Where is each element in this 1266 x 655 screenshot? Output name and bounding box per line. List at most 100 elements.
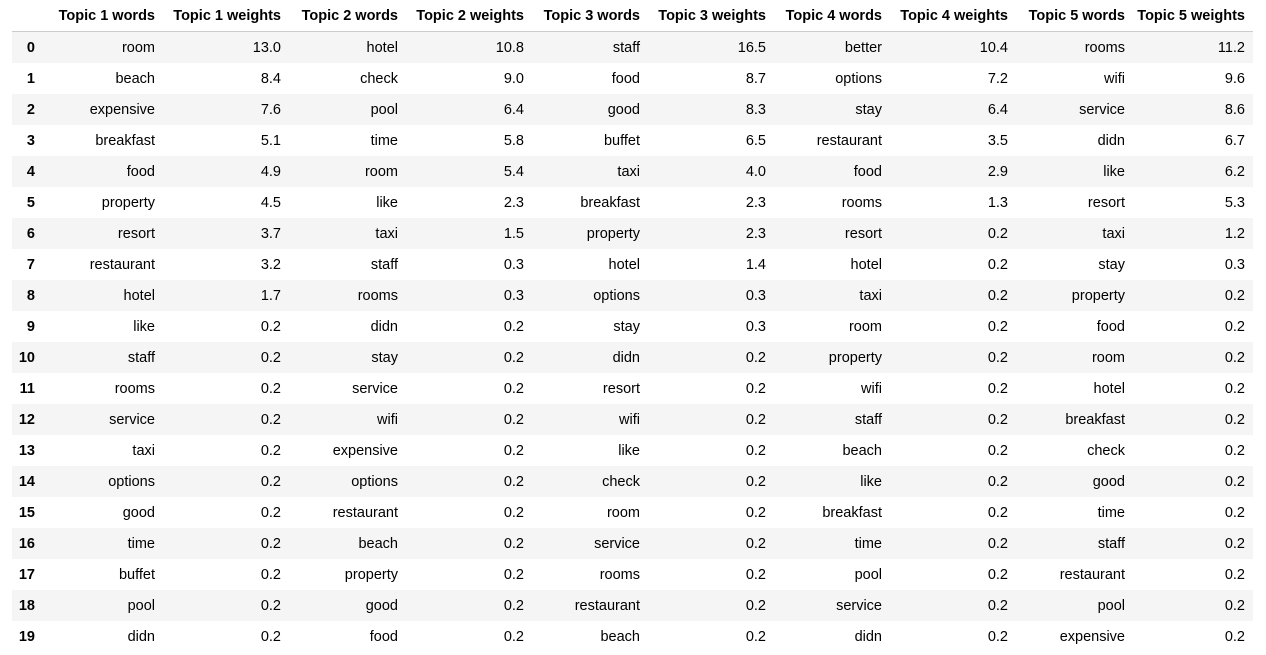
topic-weight-cell: 0.2 xyxy=(260,566,281,583)
topic-word-cell: taxi xyxy=(859,287,882,304)
row-index: 4 xyxy=(26,163,35,180)
topic-word-cell: staff xyxy=(854,411,882,428)
topic-weight-cell: 0.2 xyxy=(260,504,281,521)
topic-word-cell: good xyxy=(365,597,398,614)
column-header: Topic 4 words xyxy=(774,1,890,32)
topic-weight-cell: 4.9 xyxy=(260,163,281,180)
topic-weight-cell: 0.3 xyxy=(745,318,766,335)
row-index: 5 xyxy=(26,194,35,211)
topic-word-cell: pool xyxy=(370,101,398,118)
topic-word-cell: room xyxy=(848,318,882,335)
topic-word-cell: wifi xyxy=(377,411,398,428)
topic-weight-cell: 2.9 xyxy=(987,163,1008,180)
topic-word-cell: pool xyxy=(854,566,882,583)
topic-word-cell: hotel xyxy=(608,256,640,273)
topic-weight-cell: 0.2 xyxy=(260,473,281,490)
table-row: 8 hotel 1.7 rooms 0.3 options 0.3 taxi 0.2 proper… xyxy=(12,280,1253,311)
column-header: Topic 1 weights xyxy=(163,1,289,32)
topic-word-cell: buffet xyxy=(603,132,640,149)
table-row: 5 property 4.5 like 2.3 breakfast 2.3 rooms 1.3 r… xyxy=(12,187,1253,218)
topic-weight-cell: 5.3 xyxy=(1224,194,1245,211)
topic-word-cell: rooms xyxy=(357,287,398,304)
topic-weight-cell: 16.5 xyxy=(737,39,766,56)
topic-word-cell: like xyxy=(618,442,640,459)
topic-weight-cell: 0.2 xyxy=(745,442,766,459)
topic-weight-cell: 0.2 xyxy=(987,628,1008,645)
topic-word-cell: beach xyxy=(842,442,882,459)
topic-word-cell: like xyxy=(376,194,398,211)
topic-word-cell: hotel xyxy=(366,39,398,56)
topic-weight-cell: 0.2 xyxy=(987,225,1008,242)
table-row: 7 restaurant 3.2 staff 0.3 hotel 1.4 hotel 0.2 st… xyxy=(12,249,1253,280)
topic-word-cell: resort xyxy=(602,380,640,397)
table-row: 3 breakfast 5.1 time 5.8 buffet 6.5 restaurant 3… xyxy=(12,125,1253,156)
table-row: 2 expensive 7.6 pool 6.4 good 8.3 stay 6.4 servic… xyxy=(12,94,1253,125)
topic-weight-cell: 1.2 xyxy=(1224,225,1245,242)
column-header: Topic 3 words xyxy=(532,1,648,32)
row-index: 12 xyxy=(18,411,35,428)
column-header: Topic 2 words xyxy=(289,1,406,32)
topic-weight-cell: 0.2 xyxy=(1224,380,1245,397)
topic-weight-cell: 0.2 xyxy=(745,597,766,614)
column-header: Topic 5 weights xyxy=(1133,1,1253,32)
topic-weight-cell: 0.2 xyxy=(987,473,1008,490)
topic-word-cell: beach xyxy=(358,535,398,552)
topic-word-cell: didn xyxy=(370,318,398,335)
topic-weight-cell: 0.2 xyxy=(987,566,1008,583)
topic-weight-cell: 0.2 xyxy=(503,535,524,552)
table-header: Topic 1 words Topic 1 weights Topic 2 wo… xyxy=(12,1,1253,32)
row-index: 19 xyxy=(18,628,35,645)
topic-word-cell: taxi xyxy=(617,163,640,180)
topic-word-cell: options xyxy=(108,473,155,490)
topic-word-cell: good xyxy=(1092,473,1125,490)
topic-weight-cell: 5.1 xyxy=(260,132,281,149)
topic-word-cell: didn xyxy=(1097,132,1125,149)
topic-word-cell: resort xyxy=(844,225,882,242)
table-row: 11 rooms 0.2 service 0.2 resort 0.2 wifi 0.2 hote… xyxy=(12,373,1253,404)
topic-word-cell: like xyxy=(1103,163,1125,180)
row-index: 7 xyxy=(26,256,35,273)
topic-weight-cell: 0.2 xyxy=(987,318,1008,335)
topic-word-cell: buffet xyxy=(118,566,155,583)
table-body: 0 room 13.0 hotel 10.8 staff 16.5 better 10.4 roo… xyxy=(12,31,1253,652)
topic-word-cell: property xyxy=(586,225,640,242)
topic-word-cell: staff xyxy=(370,256,398,273)
topic-word-cell: options xyxy=(835,70,882,87)
topic-word-cell: room xyxy=(364,163,398,180)
topic-weight-cell: 0.2 xyxy=(987,442,1008,459)
topic-weight-cell: 0.2 xyxy=(987,504,1008,521)
topic-word-cell: food xyxy=(126,163,155,180)
topic-word-cell: good xyxy=(122,504,155,521)
topic-weight-cell: 0.2 xyxy=(260,597,281,614)
topic-weight-cell: 0.2 xyxy=(1224,442,1245,459)
topic-word-cell: hotel xyxy=(1093,380,1125,397)
topic-word-cell: breakfast xyxy=(822,504,882,521)
table-row: 16 time 0.2 beach 0.2 service 0.2 time 0.2 staff 0… xyxy=(12,528,1253,559)
row-index: 0 xyxy=(26,39,35,56)
column-header: Topic 4 weights xyxy=(890,1,1016,32)
topic-word-cell: check xyxy=(602,473,640,490)
topic-weight-cell: 0.2 xyxy=(503,349,524,366)
topic-word-cell: restaurant xyxy=(816,132,882,149)
topic-weight-cell: 3.5 xyxy=(987,132,1008,149)
topic-weight-cell: 3.2 xyxy=(260,256,281,273)
topic-weight-cell: 0.2 xyxy=(1224,597,1245,614)
topic-word-cell: service xyxy=(594,535,640,552)
topic-weight-cell: 11.2 xyxy=(1217,39,1245,56)
topic-weight-cell: 0.3 xyxy=(503,256,524,273)
topic-weight-cell: 10.4 xyxy=(979,39,1008,56)
topic-word-cell: rooms xyxy=(1084,39,1125,56)
topic-word-cell: expensive xyxy=(332,442,398,459)
topic-weight-cell: 0.3 xyxy=(745,287,766,304)
topic-weight-cell: 0.2 xyxy=(503,597,524,614)
topic-weight-cell: 10.8 xyxy=(495,39,524,56)
topic-weight-cell: 0.2 xyxy=(987,380,1008,397)
topic-word-cell: service xyxy=(109,411,155,428)
topic-weight-cell: 8.3 xyxy=(745,101,766,118)
topic-word-cell: time xyxy=(854,535,882,552)
topic-word-cell: restaurant xyxy=(89,256,155,273)
topic-word-cell: check xyxy=(360,70,398,87)
topic-word-cell: room xyxy=(1091,349,1125,366)
topic-weight-cell: 0.2 xyxy=(987,411,1008,428)
table-row: 14 options 0.2 options 0.2 check 0.2 like 0.2 goo… xyxy=(12,466,1253,497)
